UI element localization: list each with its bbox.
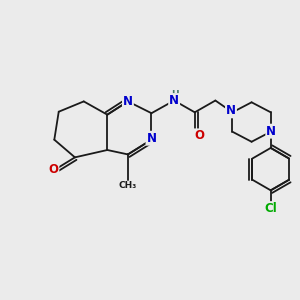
Text: Cl: Cl [264,202,277,215]
Text: N: N [123,95,133,108]
Text: N: N [146,132,157,145]
Text: O: O [48,163,59,176]
Text: H: H [171,90,178,99]
Text: CH₃: CH₃ [119,182,137,190]
Text: N: N [226,104,236,117]
Text: N: N [266,125,276,138]
Text: O: O [194,129,204,142]
Text: N: N [169,94,179,107]
